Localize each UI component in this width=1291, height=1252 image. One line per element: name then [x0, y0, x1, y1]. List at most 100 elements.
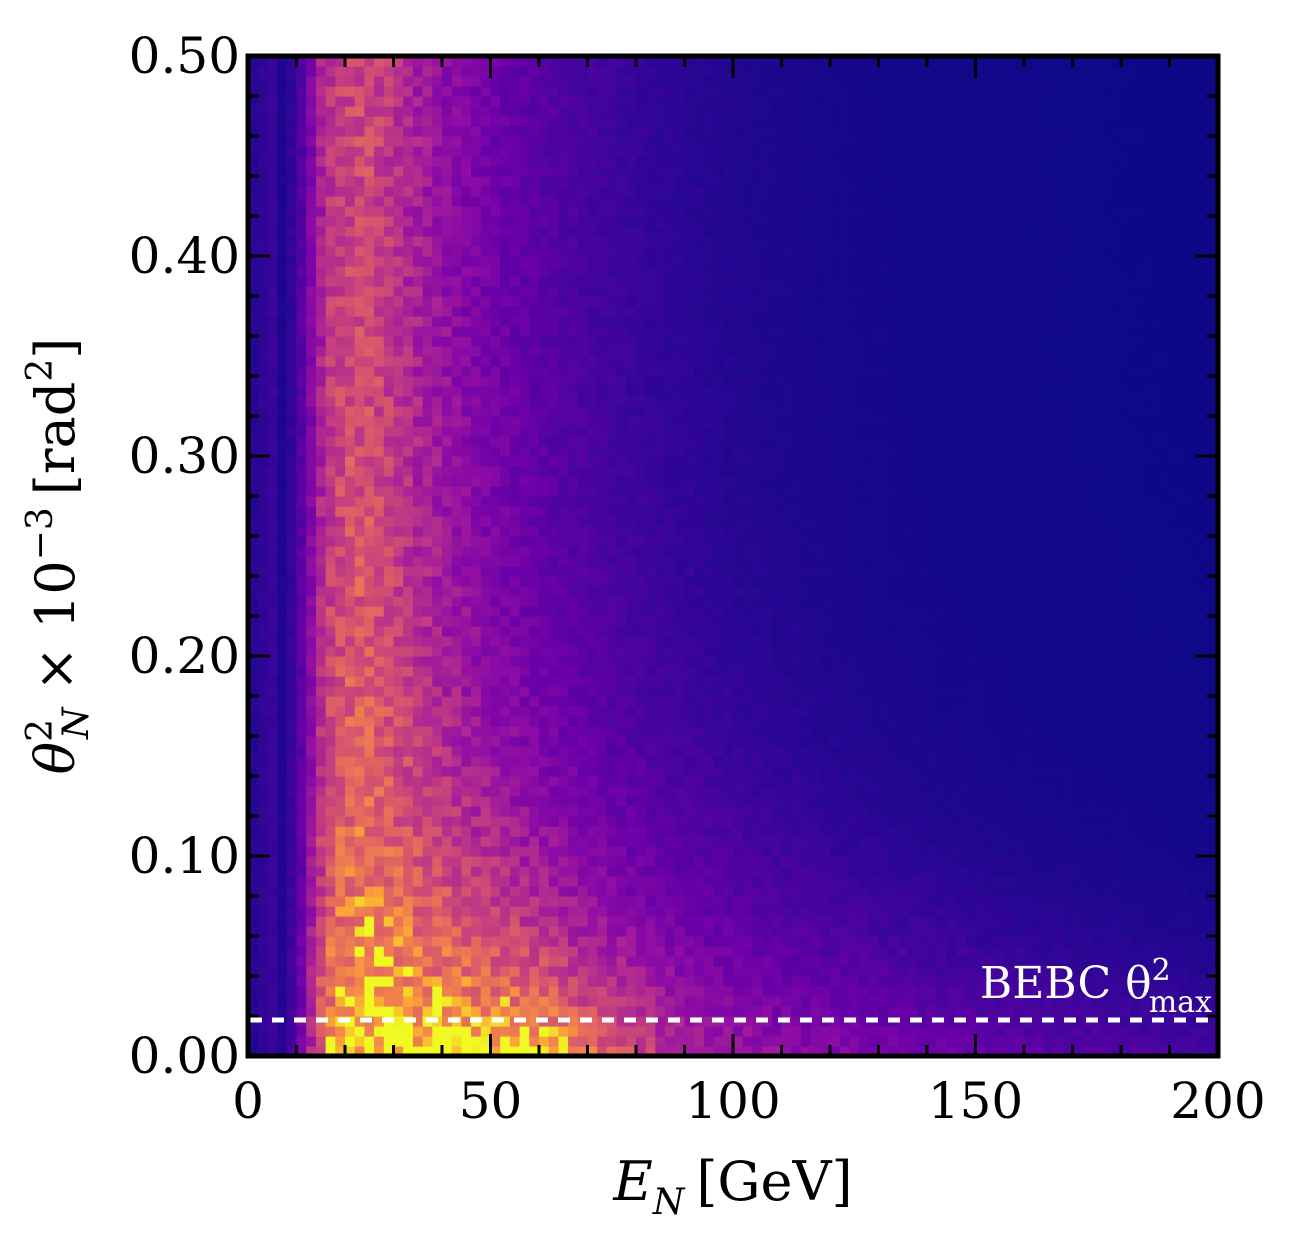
heatmap-cell: [587, 256, 598, 267]
heatmap-cell: [597, 456, 608, 467]
heatmap-cell: [529, 336, 540, 347]
heatmap-cell: [480, 276, 492, 287]
heatmap-cell: [277, 346, 288, 357]
heatmap-cell: [490, 506, 501, 517]
heatmap-cell: [480, 386, 492, 397]
heatmap-cell: [471, 796, 482, 807]
heatmap-cell: [490, 846, 501, 857]
heatmap-cell: [374, 846, 385, 857]
heatmap-cell: [393, 246, 404, 257]
heatmap-cell: [684, 846, 695, 857]
heatmap-cell: [345, 506, 356, 517]
heatmap-cell: [509, 136, 521, 147]
heatmap-cell: [655, 946, 666, 957]
heatmap-cell: [383, 686, 395, 697]
heatmap-cell: [665, 746, 676, 757]
heatmap-cell: [655, 566, 666, 577]
heatmap-cell: [364, 806, 375, 817]
heatmap-cell: [568, 936, 579, 947]
heatmap-cell: [703, 486, 715, 497]
heatmap-cell: [509, 506, 521, 517]
heatmap-cell: [597, 586, 608, 597]
heatmap-cell: [480, 746, 492, 757]
heatmap-cell: [577, 246, 589, 257]
heatmap-cell: [393, 636, 404, 647]
heatmap-cell: [539, 56, 550, 67]
heatmap-cell: [645, 226, 656, 237]
heatmap-cell: [296, 66, 307, 77]
heatmap-cell: [723, 686, 734, 697]
heatmap-cell: [674, 366, 686, 377]
heatmap-cell: [655, 446, 666, 457]
heatmap-cell: [471, 436, 482, 447]
heatmap-cell: [568, 376, 579, 387]
heatmap-cell: [674, 576, 686, 587]
heatmap-cell: [393, 236, 404, 247]
heatmap-cell: [606, 876, 618, 887]
heatmap-cell: [442, 146, 453, 157]
heatmap-cell: [606, 976, 618, 987]
heatmap-cell: [713, 366, 724, 377]
heatmap-cell: [577, 766, 589, 777]
heatmap-cell: [665, 96, 676, 107]
heatmap-cell: [315, 426, 327, 437]
heatmap-cell: [335, 666, 346, 677]
heatmap-cell: [694, 506, 705, 517]
heatmap-cell: [539, 466, 550, 477]
heatmap-cell: [461, 366, 472, 377]
heatmap-cell: [645, 426, 656, 437]
heatmap-cell: [442, 396, 453, 407]
heatmap-cell: [422, 286, 433, 297]
heatmap-cell: [500, 166, 511, 177]
heatmap-cell: [490, 336, 501, 347]
heatmap-cell: [403, 536, 414, 547]
heatmap-cell: [374, 256, 385, 267]
heatmap-cell: [267, 336, 278, 347]
heatmap-cell: [558, 366, 569, 377]
heatmap-cell: [277, 586, 288, 597]
heatmap-cell: [277, 546, 288, 557]
heatmap-cell: [315, 136, 327, 147]
heatmap-cell: [694, 496, 705, 507]
heatmap-cell: [500, 876, 511, 887]
heatmap-cell: [422, 676, 433, 687]
heatmap-cell: [509, 146, 521, 157]
heatmap-cell: [471, 236, 482, 247]
heatmap-cell: [597, 676, 608, 687]
heatmap-cell: [432, 266, 443, 277]
heatmap-cell: [354, 846, 365, 857]
heatmap-cell: [529, 156, 540, 167]
heatmap-cell: [296, 196, 307, 207]
heatmap-cell: [412, 666, 424, 677]
heatmap-cell: [306, 316, 317, 327]
heatmap-cell: [519, 916, 530, 927]
heatmap-cell: [509, 356, 521, 367]
heatmap-cell: [674, 626, 686, 637]
heatmap-cell: [519, 626, 530, 637]
heatmap-cell: [694, 356, 705, 367]
heatmap-cell: [703, 906, 715, 917]
heatmap-cell: [315, 396, 327, 407]
heatmap-cell: [335, 896, 346, 907]
heatmap-cell: [277, 536, 288, 547]
heatmap-cell: [548, 876, 559, 887]
heatmap-cell: [432, 826, 443, 837]
heatmap-cell: [412, 166, 424, 177]
heatmap-cell: [645, 166, 656, 177]
heatmap-cell: [480, 486, 492, 497]
heatmap-cell: [723, 696, 734, 707]
heatmap-cell: [490, 986, 501, 997]
heatmap-cell: [577, 236, 589, 247]
heatmap-cell: [568, 626, 579, 637]
heatmap-cell: [383, 476, 395, 487]
heatmap-cell: [315, 646, 327, 657]
heatmap-cell: [645, 336, 656, 347]
heatmap-cell: [442, 316, 453, 327]
heatmap-cell: [655, 876, 666, 887]
heatmap-cell: [296, 1036, 307, 1047]
heatmap-cell: [597, 986, 608, 997]
heatmap-cell: [374, 346, 385, 357]
heatmap-cell: [335, 446, 346, 457]
heatmap-cell: [684, 216, 695, 227]
heatmap-cell: [509, 106, 521, 117]
